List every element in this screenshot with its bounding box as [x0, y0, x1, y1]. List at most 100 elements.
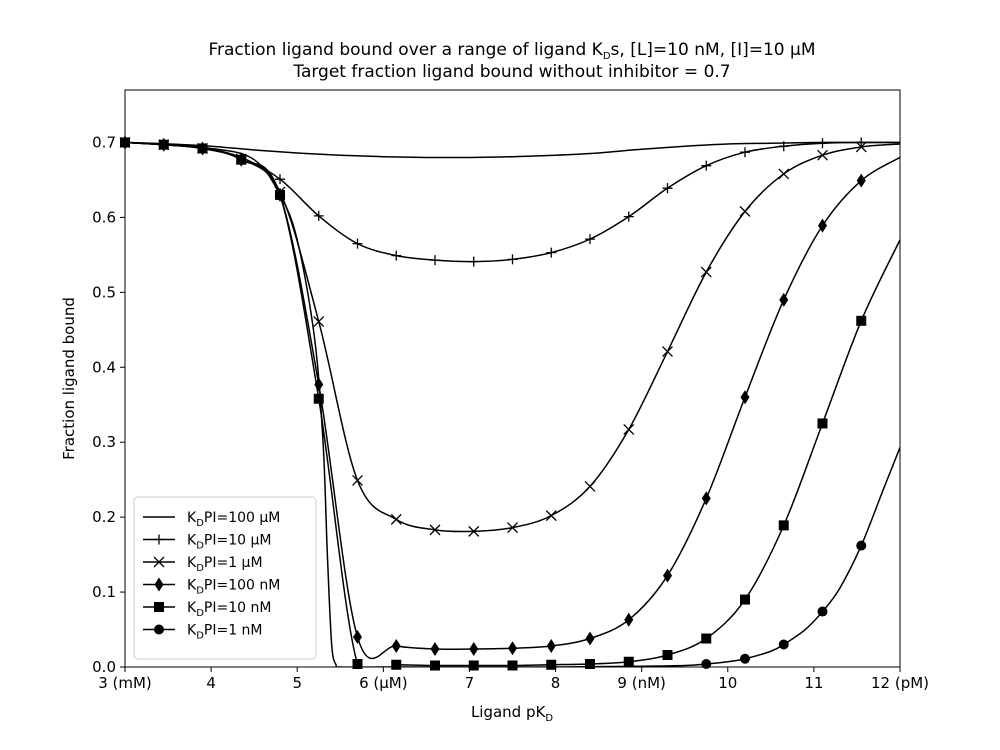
- data-point-s2-10: [468, 256, 479, 267]
- data-point-s3-12: [545, 510, 557, 522]
- data-point-s3-9: [429, 524, 441, 536]
- data-point-s5-20: [856, 315, 867, 326]
- data-point-s4-13: [585, 631, 595, 646]
- data-point-s2-19: [817, 138, 828, 149]
- data-point-s2-12: [546, 247, 557, 258]
- data-point-s3-8: [390, 513, 402, 525]
- legend-marker-4: [154, 577, 164, 592]
- data-point-s5-18: [778, 520, 789, 531]
- series-line-3: [125, 141, 900, 533]
- chart-title-line-2: Target fraction ligand bound without inh…: [292, 62, 730, 82]
- data-point-s2-9: [430, 255, 440, 266]
- chart-title: Fraction ligand bound over a range of li…: [208, 40, 815, 82]
- plot-frame: [124, 89, 901, 668]
- data-point-s2-11: [507, 254, 518, 265]
- x-tick-label: 11: [804, 674, 823, 692]
- legend-label-3: KD​PI=1 μM: [187, 555, 263, 574]
- data-point-s5-9: [430, 660, 440, 671]
- data-point-s4-15: [663, 568, 672, 583]
- legend-box: [133, 496, 317, 660]
- data-point-s2-5: [275, 174, 285, 185]
- data-point-s4-16: [701, 491, 711, 506]
- x-tick-label: 4: [206, 674, 216, 692]
- data-point-s5-15: [662, 650, 673, 661]
- legend-marker-2: [154, 534, 164, 545]
- data-point-s2-8: [391, 250, 402, 261]
- y-tick-label: 0.0: [92, 658, 116, 676]
- legend-label-6: KD​PI=1 nM: [187, 623, 263, 642]
- data-point-s5-11: [507, 660, 518, 671]
- data-point-s6-4: [817, 606, 828, 617]
- data-point-s5-5: [275, 189, 285, 200]
- data-point-s4-20: [856, 173, 866, 188]
- data-point-s4-6: [314, 377, 324, 392]
- axes: 3 (mM) 4 5 6 (μM) 7 8 9 (nM) 10 11 12 (pM) 0.0 0.1 0…: [60, 89, 929, 724]
- data-point-s4-14: [624, 612, 634, 627]
- data-point-s2-20: [856, 137, 867, 148]
- data-point-s5-2: [158, 139, 169, 150]
- legend-marker-6: [154, 624, 164, 635]
- data-point-s2-14: [623, 211, 634, 222]
- data-point-s5-7: [352, 659, 363, 670]
- data-point-s2-7: [352, 238, 363, 249]
- chart-title-line-1: Fraction ligand bound over a range of li…: [208, 40, 815, 62]
- data-point-s3-7: [352, 474, 363, 486]
- data-point-s4-10: [469, 642, 479, 657]
- data-point-s3-13: [584, 480, 596, 492]
- x-tick-label: 9 (nM): [617, 674, 665, 692]
- data-point-s5-14: [623, 656, 634, 667]
- data-point-s4-8: [391, 639, 401, 654]
- data-point-s3-15: [662, 346, 673, 357]
- data-point-s2-13: [585, 234, 595, 245]
- y-tick-label: 0.7: [92, 133, 116, 151]
- data-point-s5-3: [197, 143, 208, 154]
- legend-label-2: KD​PI=10 μM: [187, 533, 271, 552]
- data-point-s6-3: [778, 639, 789, 650]
- data-point-s3-16: [700, 266, 712, 278]
- data-point-s5-4: [236, 154, 247, 165]
- data-point-s5-10: [468, 660, 479, 671]
- x-tick-label: 3 (mM): [98, 674, 152, 692]
- data-point-s5-12: [546, 659, 557, 670]
- legend-label-1: KD​PI=100 μM: [187, 510, 280, 529]
- data-point-s3-10: [468, 525, 480, 537]
- legend: KD​PI=100 μM KD​PI=10 μM KD​PI=1 μM KD​PI=1…: [133, 496, 317, 660]
- data-point-s3-17: [739, 205, 751, 217]
- data-point-s5-16: [701, 633, 712, 644]
- y-tick-label: 0.2: [92, 508, 116, 526]
- data-point-s6-2: [740, 653, 750, 664]
- y-axis-label: Fraction ligand bound: [60, 297, 78, 460]
- data-point-s4-7: [353, 630, 362, 645]
- data-point-s4-17: [740, 390, 750, 405]
- data-point-s3-18: [778, 168, 790, 180]
- y-tick-label: 0.4: [92, 358, 116, 376]
- data-point-s3-14: [623, 423, 635, 435]
- y-tick-label: 0.5: [92, 283, 116, 301]
- x-tick-label: 6 (μM): [359, 674, 408, 692]
- data-point-s2-6: [313, 210, 324, 221]
- data-point-s2-15: [662, 183, 673, 194]
- data-point-s5-17: [740, 594, 750, 605]
- x-tick-label: 12 (pM): [871, 674, 929, 692]
- series-line-1: [125, 141, 900, 159]
- x-tick-label: 8: [551, 674, 561, 692]
- y-tick-label: 0.3: [92, 433, 116, 451]
- data-point-s3-11: [507, 522, 518, 534]
- data-point-s4-19: [818, 218, 827, 233]
- data-point-s5-6: [313, 393, 324, 404]
- data-point-s6-5: [856, 540, 867, 551]
- x-axis-label: Ligand pKD​: [471, 703, 553, 724]
- data-point-s5-19: [817, 418, 828, 429]
- legend-label-5: KD​PI=10 nM: [187, 600, 271, 619]
- data-point-s5-8: [391, 659, 402, 670]
- data-point-s4-9: [430, 642, 440, 657]
- legend-marker-3: [153, 556, 165, 568]
- data-point-s3-20: [855, 141, 867, 153]
- legend-label-4: KD​PI=100 nM: [187, 578, 280, 597]
- data-point-s4-12: [546, 639, 556, 654]
- data-point-s4-11: [508, 641, 517, 656]
- data-point-s2-17: [740, 147, 750, 158]
- x-tick-label: 10: [718, 674, 737, 692]
- data-point-s2-18: [778, 141, 789, 152]
- x-tick-label: 5: [292, 674, 302, 692]
